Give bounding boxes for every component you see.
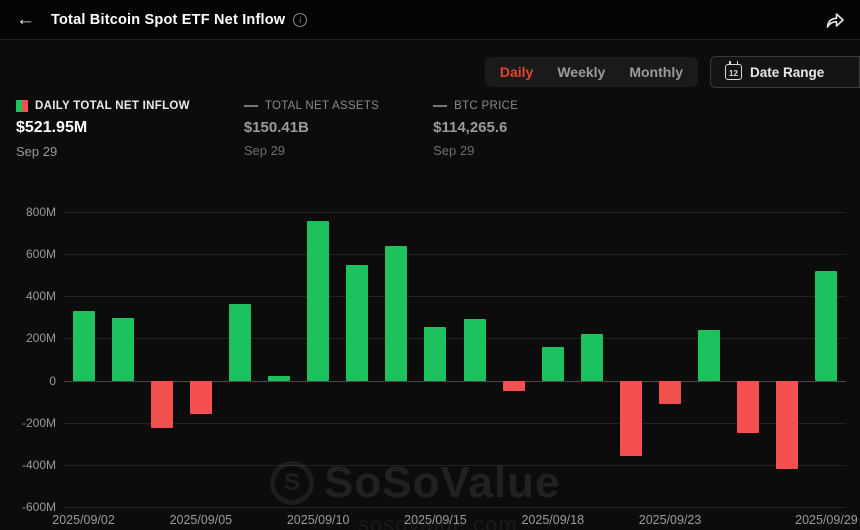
tab-monthly[interactable]: Monthly	[617, 60, 695, 84]
legend-value: $150.41B	[243, 119, 309, 136]
y-tick-label: -600M	[21, 500, 56, 514]
legend-label: BTC PRICE	[454, 100, 519, 112]
bar-2025/09/02[interactable]	[72, 311, 95, 381]
legend-date: Sep 29	[16, 144, 58, 159]
y-tick-label: 800M	[25, 205, 56, 219]
gridline	[64, 338, 846, 340]
legend-label: TOTAL NET ASSETS	[264, 100, 380, 112]
legend-label: DAILY TOTAL NET INFLOW	[35, 100, 190, 112]
bar-2025/09/26[interactable]	[776, 380, 799, 470]
x-tick-label: 2025/09/29	[795, 513, 858, 527]
date-range-label: Date Range	[750, 64, 825, 80]
header: ← Total Bitcoin Spot ETF Net Inflow i	[0, 0, 860, 40]
legend-item-btc-price[interactable]: BTC PRICE $114,265.6 Sep 29	[433, 100, 518, 159]
date-range-button[interactable]: 12 Date Range	[710, 56, 860, 88]
x-tick-label: 2025/09/15	[404, 513, 467, 527]
tab-weekly[interactable]: Weekly	[545, 60, 617, 84]
legend-value: $521.95M	[16, 119, 88, 136]
x-axis: 2025/09/02 2025/09/05 2025/09/10 2025/09/15…	[52, 513, 857, 529]
x-tick-label: 2025/09/02	[52, 513, 115, 527]
bar-2025/09/17[interactable]	[502, 380, 525, 392]
legend-date: Sep 29	[433, 143, 475, 158]
legend-date: Sep 29	[243, 143, 286, 158]
bar-2025/09/15[interactable]	[424, 326, 447, 381]
x-tick-label: 2025/09/10	[286, 513, 350, 527]
plot-area	[64, 212, 846, 508]
bar-2025/09/23[interactable]	[659, 380, 682, 404]
gridline	[64, 296, 846, 298]
gridline	[64, 212, 846, 213]
bar-2025/09/08[interactable]	[228, 303, 251, 381]
bar-2025/09/09[interactable]	[268, 376, 291, 381]
bar-2025/09/18[interactable]	[541, 346, 564, 381]
bar-2025/09/04[interactable]	[150, 380, 173, 428]
y-tick-label: 400M	[25, 289, 56, 304]
bar-2025/09/03[interactable]	[111, 318, 134, 381]
bar-2025/09/22[interactable]	[619, 380, 642, 457]
y-tick-label: -200M	[21, 415, 56, 430]
period-tabs: Daily Weekly Monthly	[484, 57, 698, 87]
bar-2025/09/12[interactable]	[385, 245, 408, 381]
share-button[interactable]	[826, 12, 844, 28]
bar-2025/09/25[interactable]	[737, 380, 760, 434]
line-swatch-icon	[243, 105, 258, 107]
bar-2025/09/19[interactable]	[580, 334, 603, 381]
bar-2025/09/24[interactable]	[698, 330, 721, 381]
legend-item-daily-net-inflow[interactable]: DAILY TOTAL NET INFLOW $521.95M Sep 29	[16, 100, 190, 159]
y-axis: 800M 600M 400M 200M 0 -200M -400M -600M	[0, 205, 56, 514]
gridline	[64, 507, 846, 508]
legend-item-total-net-assets[interactable]: TOTAL NET ASSETS $150.41B Sep 29	[243, 100, 380, 159]
bar-2025/09/05[interactable]	[189, 380, 212, 415]
bar-2025/09/29[interactable]	[815, 270, 838, 381]
gridline	[64, 464, 846, 466]
back-button[interactable]: ←	[16, 9, 35, 30]
y-tick-label: -400M	[21, 457, 56, 472]
legend-value: $114,265.6	[433, 119, 508, 136]
x-tick-label: 2025/09/18	[521, 513, 585, 527]
tab-daily[interactable]: Daily	[488, 60, 545, 84]
gridline	[64, 380, 846, 382]
gridline	[64, 422, 846, 424]
chart-legend: DAILY TOTAL NET INFLOW $521.95M Sep 29 T…	[16, 100, 518, 159]
bar-2025/09/10[interactable]	[307, 221, 330, 381]
bar-2025/09/11[interactable]	[346, 264, 369, 381]
line-swatch-icon	[433, 105, 448, 107]
inflow-swatch-icon	[16, 100, 28, 112]
page-title: Total Bitcoin Spot ETF Net Inflow	[51, 11, 286, 28]
x-tick-label: 2025/09/23	[638, 513, 702, 527]
calendar-icon: 12	[725, 61, 742, 80]
bar-chart: 800M 600M 400M 200M 0 -200M -400M -600M 2025/09…	[0, 200, 860, 530]
info-icon[interactable]: i	[293, 12, 308, 27]
y-tick-label: 600M	[25, 247, 56, 262]
gridline	[64, 254, 846, 256]
x-tick-label: 2025/09/05	[169, 513, 233, 527]
controls-row: Daily Weekly Monthly 12 Date Range	[484, 56, 860, 88]
share-icon	[826, 12, 844, 28]
bar-2025/09/16[interactable]	[463, 319, 486, 381]
y-tick-label: 0	[49, 373, 56, 388]
y-tick-label: 200M	[25, 331, 56, 346]
